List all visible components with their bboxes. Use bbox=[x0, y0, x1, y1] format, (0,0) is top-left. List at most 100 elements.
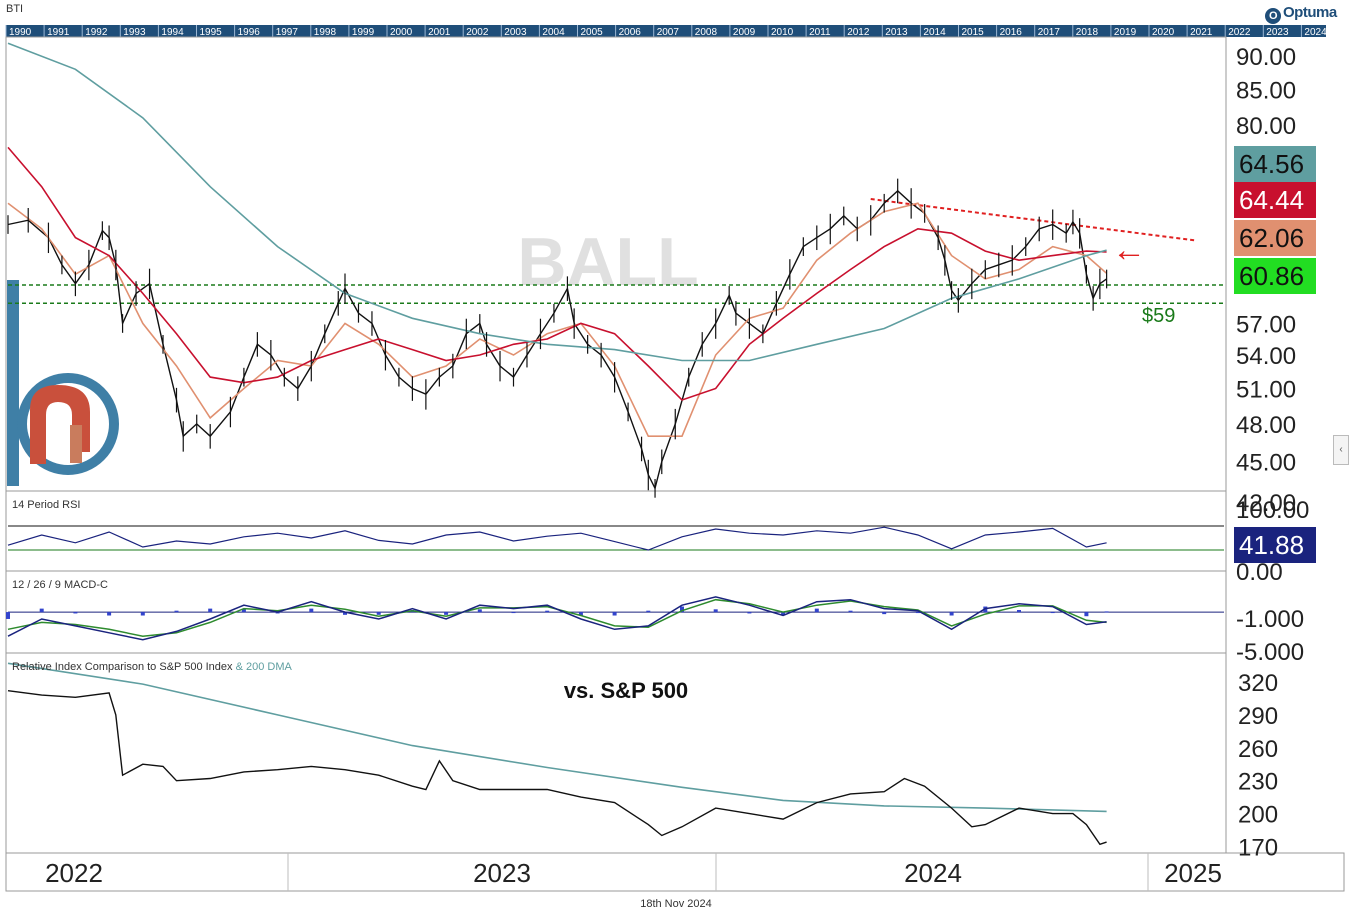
rsi-value-label: 41.88 bbox=[1239, 530, 1304, 560]
date-axis-year: 2025 bbox=[1164, 858, 1222, 888]
relative-tick-label: 320 bbox=[1238, 670, 1278, 697]
logo-ring bbox=[17, 373, 119, 475]
value-label: 64.56 bbox=[1239, 149, 1304, 179]
relative-tick-label: 200 bbox=[1238, 802, 1278, 829]
timeline-year-label: 2019 bbox=[1114, 27, 1137, 38]
timeline-year-label: 2009 bbox=[733, 27, 756, 38]
macd-signal-line bbox=[7, 598, 1107, 637]
timeline-year-label: 2005 bbox=[581, 27, 604, 38]
timeline-year-label: 1992 bbox=[85, 27, 108, 38]
footer-date: 18th Nov 2024 bbox=[640, 898, 712, 910]
price-tick-label: 80.00 bbox=[1236, 113, 1296, 140]
relative-tick-label: 260 bbox=[1238, 736, 1278, 763]
macd-histogram-bar bbox=[949, 612, 954, 616]
macd-histogram-bar bbox=[882, 612, 887, 615]
arrow-annotation: ← bbox=[1112, 231, 1146, 269]
relative-dma-line bbox=[7, 662, 1107, 813]
watermark: BALL bbox=[517, 224, 698, 300]
relative-tick-label: 170 bbox=[1238, 835, 1278, 862]
timeline-year-label: 2022 bbox=[1228, 27, 1251, 38]
timeline-year-label: 1997 bbox=[276, 27, 299, 38]
price-tick-label: 57.00 bbox=[1236, 311, 1296, 338]
timeline-year-label: 2016 bbox=[1000, 27, 1023, 38]
value-label: 60.86 bbox=[1239, 261, 1304, 291]
macd-histogram-bar bbox=[848, 610, 853, 613]
price-tick-label: 85.00 bbox=[1236, 78, 1296, 105]
timeline-year-label: 1990 bbox=[9, 27, 32, 38]
macd-title: 12 / 26 / 9 MACD-C bbox=[12, 579, 108, 591]
date-axis-year: 2022 bbox=[45, 858, 103, 888]
50-period-ma-line bbox=[7, 146, 1107, 401]
timeline-strip[interactable]: 1990 1991 1992 1993 1994 1995 1996 1997 1998 1999… bbox=[5, 25, 1327, 38]
macd-histogram-bar bbox=[747, 612, 752, 614]
support-label: $59 bbox=[1142, 305, 1175, 327]
date-axis-year: 2024 bbox=[904, 858, 962, 888]
timeline-year-label: 1994 bbox=[161, 27, 184, 38]
macd-histogram-bar bbox=[814, 608, 819, 613]
macd-histogram-bar bbox=[241, 608, 246, 613]
timeline-year-label: 2004 bbox=[542, 27, 565, 38]
rsi-panel-frame bbox=[5, 490, 1227, 572]
timeline-background bbox=[6, 25, 1326, 37]
200-period-ma-line bbox=[7, 42, 1107, 362]
macd-histogram-bar bbox=[545, 610, 550, 613]
timeline-year-label: 2013 bbox=[885, 27, 908, 38]
price-panel: $59 ← bbox=[7, 42, 1224, 498]
timeline-year-label: 2011 bbox=[809, 27, 831, 38]
timeline-year-label: 2024 bbox=[1304, 27, 1327, 38]
macd-histogram-bar bbox=[511, 612, 516, 614]
timeline-year-label: 2023 bbox=[1266, 27, 1289, 38]
timeline-year-label: 2002 bbox=[466, 27, 489, 38]
brand-logo: O Optuma bbox=[1265, 4, 1337, 24]
macd-histogram-bar bbox=[646, 610, 651, 613]
relative-line bbox=[7, 690, 1107, 846]
value-label: 64.44 bbox=[1239, 185, 1304, 215]
date-axis-year: 2023 bbox=[473, 858, 531, 888]
macd-histogram-bar bbox=[309, 608, 314, 613]
optuma-logo-icon: O bbox=[1265, 8, 1281, 24]
timeline-year-label: 2018 bbox=[1076, 27, 1099, 38]
timeline-year-label: 2008 bbox=[695, 27, 718, 38]
macd-histogram-bar bbox=[107, 612, 112, 616]
timeline-year-label: 1996 bbox=[238, 27, 261, 38]
brand-name: Optuma bbox=[1283, 4, 1337, 21]
timeline-year-label: 1995 bbox=[200, 27, 223, 38]
macd-histogram-bar bbox=[1084, 612, 1089, 617]
resistance-trendline bbox=[870, 198, 1195, 242]
relative-tick-label: 290 bbox=[1238, 703, 1278, 730]
macd-histogram-bar bbox=[477, 609, 482, 613]
macd-histogram-bar bbox=[1017, 610, 1021, 613]
macd-histogram-bar bbox=[174, 610, 179, 613]
timeline-year-label: 2020 bbox=[1152, 27, 1175, 38]
20-period-ma-line bbox=[7, 202, 1108, 437]
price-tick-label: 90.00 bbox=[1236, 44, 1296, 71]
macd-tick-label: -1.000 bbox=[1236, 606, 1304, 633]
relative-panel bbox=[7, 662, 1107, 846]
value-label: 62.06 bbox=[1239, 223, 1304, 253]
rsi-title: 14 Period RSI bbox=[12, 499, 80, 511]
macd-histogram-bar bbox=[680, 606, 684, 613]
macd-histogram-bar bbox=[343, 612, 347, 615]
timeline-year-label: 2017 bbox=[1038, 27, 1061, 38]
macd-histogram-bar bbox=[915, 612, 920, 614]
relative-title-suffix: & 200 DMA bbox=[236, 661, 293, 673]
macd-histogram-bar bbox=[444, 612, 449, 615]
macd-histogram-bar bbox=[208, 608, 213, 613]
macd-panel bbox=[6, 596, 1224, 641]
relative-title: Relative Index Comparison to S&P 500 Ind… bbox=[12, 661, 293, 673]
timeline-year-label: 1993 bbox=[123, 27, 146, 38]
macd-line bbox=[7, 596, 1107, 641]
macd-histogram-bar bbox=[578, 612, 583, 616]
macd-histogram-bar bbox=[39, 608, 44, 613]
brand-logo-icon bbox=[7, 280, 119, 486]
timeline-year-label: 2015 bbox=[962, 27, 985, 38]
scroll-handle[interactable]: ‹ bbox=[1333, 435, 1349, 465]
macd-histogram-bar bbox=[6, 612, 10, 619]
timeline-year-label: 2021 bbox=[1190, 27, 1213, 38]
axes: 90.0085.0080.0076.0057.0054.0051.0048.00… bbox=[1234, 44, 1316, 862]
relative-title-main: Relative Index Comparison to S&P 500 Ind… bbox=[12, 661, 233, 673]
timeline-year-label: 2010 bbox=[771, 27, 794, 38]
value-label-box bbox=[1234, 220, 1316, 256]
ticker-label: BTI bbox=[6, 3, 24, 15]
